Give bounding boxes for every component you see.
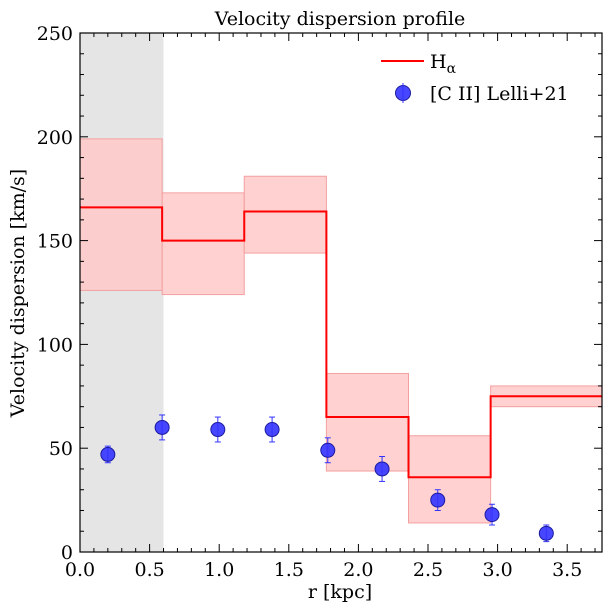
x-tick-label-5: 2.5 [413, 559, 443, 581]
legend-halpha-label: Hα [430, 51, 457, 77]
x-tick-label-4: 2.0 [343, 559, 373, 581]
y-tick-label-0: 0 [61, 542, 73, 564]
x-axis-label: r [kpc] [308, 581, 372, 603]
cii-point-8 [538, 524, 554, 543]
y-tick-label-2: 100 [37, 334, 73, 356]
cii-point-2 [210, 416, 226, 443]
x-tick-label-7: 3.5 [552, 559, 582, 581]
chart-title: Velocity dispersion profile [214, 8, 466, 30]
shaded-region [80, 33, 164, 552]
x-tick-label-0: 0.0 [65, 559, 95, 581]
cii-marker-4 [320, 442, 336, 458]
cii-marker-0 [100, 446, 116, 462]
halpha-band-4 [408, 435, 492, 524]
legend-halpha-main: H [430, 51, 447, 73]
halpha-band-0 [79, 138, 163, 291]
legend-cii-label: [C II] Lelli+21 [430, 83, 569, 105]
cii-point-3 [264, 416, 280, 443]
halpha-step-line [80, 206, 602, 479]
y-tick-label-4: 200 [37, 127, 73, 149]
cii-point-5 [374, 456, 390, 482]
cii-point-6 [430, 489, 446, 511]
cii-point-0 [100, 445, 116, 464]
cii-marker-3 [264, 422, 280, 438]
plot-area: 0.0 0.5 1.0 1.5 2.0 2.5 3.0 3.5 0 50 100 150 200 250 [37, 23, 603, 581]
cii-marker-6 [430, 492, 446, 508]
cii-point-1 [154, 414, 170, 441]
axes-frame [79, 32, 603, 553]
legend-halpha-sub: α [447, 61, 457, 77]
cii-marker-8 [538, 525, 554, 541]
cii-point-7 [484, 503, 500, 526]
x-tick-label-3: 1.5 [274, 559, 304, 581]
cii-marker-7 [484, 507, 500, 523]
cii-marker-1 [154, 419, 170, 435]
x-tick-label-2: 1.0 [204, 559, 234, 581]
cii-marker-5 [374, 461, 390, 477]
x-tick-label-1: 0.5 [134, 559, 164, 581]
halpha-band-3 [325, 372, 410, 472]
x-tick-label-6: 3.0 [482, 559, 512, 581]
cii-point-4 [320, 437, 336, 464]
halpha-band-2 [243, 175, 327, 254]
y-tick-label-3: 150 [37, 231, 73, 253]
y-tick-label-1: 50 [49, 438, 73, 460]
y-axis-label: Velocity dispersion [km/s] [7, 169, 29, 418]
legend: Hα [C II] Lelli+21 [381, 51, 569, 105]
y-tick-label-5: 250 [37, 23, 73, 45]
cii-marker-2 [210, 422, 226, 438]
halpha-band-1 [161, 192, 245, 296]
